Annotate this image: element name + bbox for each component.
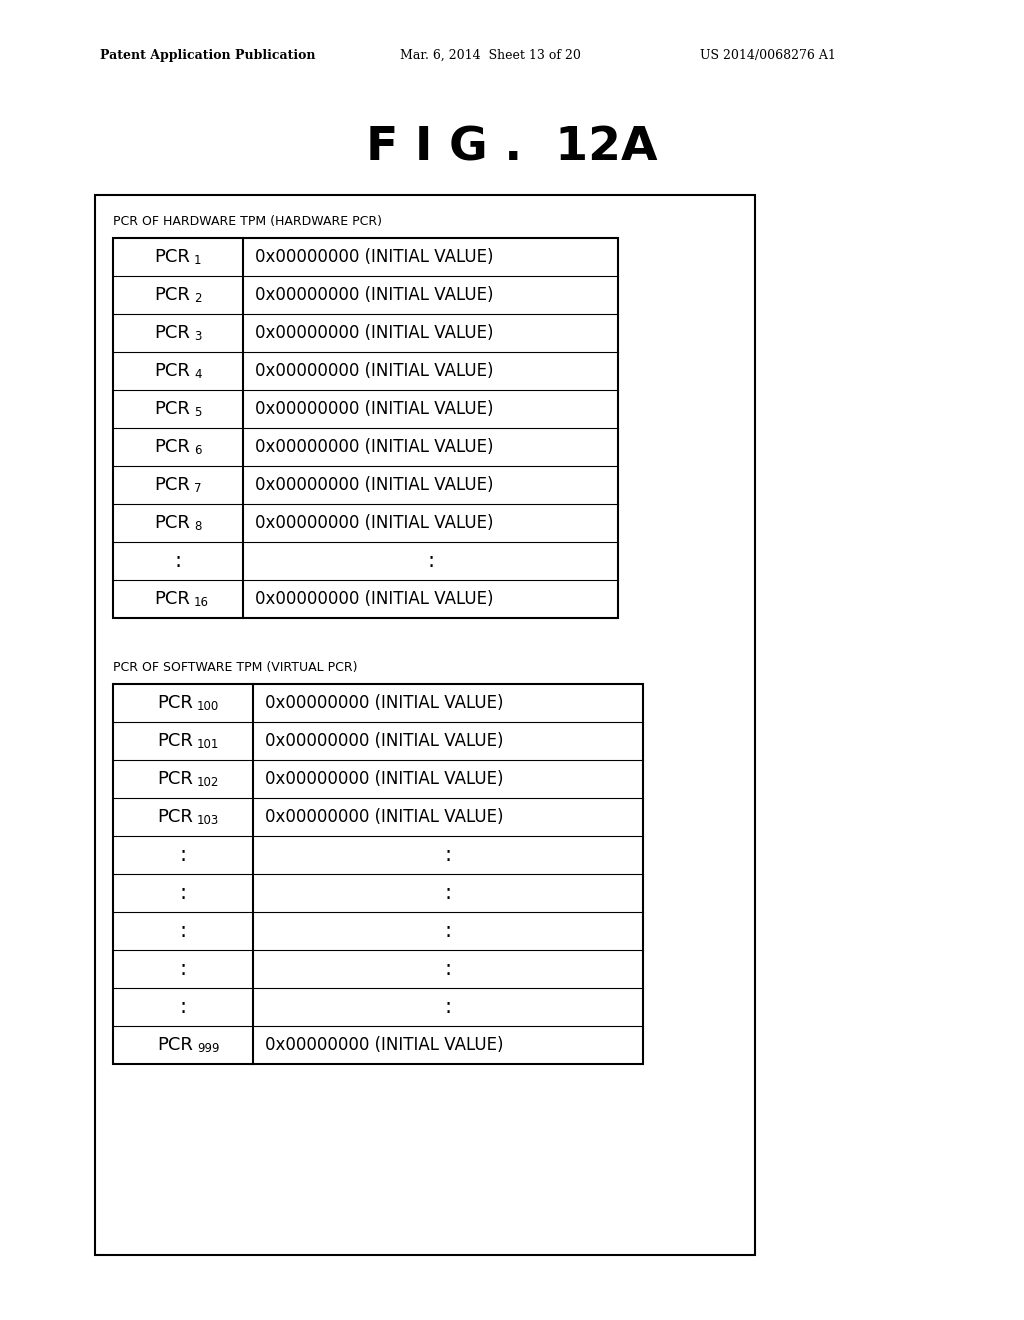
Text: PCR: PCR	[157, 808, 193, 826]
Text: 0x00000000 (INITIAL VALUE): 0x00000000 (INITIAL VALUE)	[265, 770, 504, 788]
Text: PCR: PCR	[157, 694, 193, 711]
Text: :: :	[179, 883, 186, 903]
Text: 999: 999	[197, 1043, 219, 1056]
Text: :: :	[427, 550, 434, 572]
Text: 0x00000000 (INITIAL VALUE): 0x00000000 (INITIAL VALUE)	[255, 362, 494, 380]
Text: 8: 8	[194, 520, 202, 533]
Text: 16: 16	[194, 597, 209, 610]
Text: :: :	[179, 845, 186, 865]
Bar	[113, 684, 643, 1064]
Text: PCR: PCR	[154, 323, 189, 342]
Text: 0x00000000 (INITIAL VALUE): 0x00000000 (INITIAL VALUE)	[255, 477, 494, 494]
Text: :: :	[179, 921, 186, 941]
Text: 3: 3	[194, 330, 202, 343]
Text: US 2014/0068276 A1: US 2014/0068276 A1	[700, 49, 836, 62]
Text: PCR OF HARDWARE TPM (HARDWARE PCR): PCR OF HARDWARE TPM (HARDWARE PCR)	[113, 215, 382, 228]
Bar	[113, 238, 618, 618]
Text: 2: 2	[194, 293, 202, 305]
Text: 0x00000000 (INITIAL VALUE): 0x00000000 (INITIAL VALUE)	[255, 400, 494, 418]
Text: 0x00000000 (INITIAL VALUE): 0x00000000 (INITIAL VALUE)	[255, 286, 494, 304]
Text: PCR: PCR	[154, 362, 189, 380]
Text: :: :	[174, 550, 181, 572]
Text: 101: 101	[197, 738, 219, 751]
Text: 0x00000000 (INITIAL VALUE): 0x00000000 (INITIAL VALUE)	[255, 438, 494, 455]
Bar	[95, 195, 755, 1255]
Text: 0x00000000 (INITIAL VALUE): 0x00000000 (INITIAL VALUE)	[255, 513, 494, 532]
Text: PCR OF SOFTWARE TPM (VIRTUAL PCR): PCR OF SOFTWARE TPM (VIRTUAL PCR)	[113, 661, 357, 675]
Text: 5: 5	[194, 407, 202, 420]
Text: Patent Application Publication: Patent Application Publication	[100, 49, 315, 62]
Text: PCR: PCR	[154, 438, 189, 455]
Text: 0x00000000 (INITIAL VALUE): 0x00000000 (INITIAL VALUE)	[265, 1036, 504, 1053]
Text: :: :	[179, 997, 186, 1016]
Text: PCR: PCR	[154, 400, 189, 418]
Text: PCR: PCR	[157, 770, 193, 788]
Text: 6: 6	[194, 445, 202, 458]
Text: 7: 7	[194, 483, 202, 495]
Text: Mar. 6, 2014  Sheet 13 of 20: Mar. 6, 2014 Sheet 13 of 20	[400, 49, 581, 62]
Text: :: :	[444, 997, 452, 1016]
Text: 1: 1	[194, 255, 202, 268]
Text: 0x00000000 (INITIAL VALUE): 0x00000000 (INITIAL VALUE)	[255, 323, 494, 342]
Text: 103: 103	[197, 814, 219, 828]
Text: 100: 100	[197, 701, 219, 714]
Text: 4: 4	[194, 368, 202, 381]
Text: PCR: PCR	[154, 590, 189, 609]
Text: 0x00000000 (INITIAL VALUE): 0x00000000 (INITIAL VALUE)	[255, 590, 494, 609]
Text: :: :	[444, 883, 452, 903]
Text: 0x00000000 (INITIAL VALUE): 0x00000000 (INITIAL VALUE)	[265, 694, 504, 711]
Text: PCR: PCR	[154, 248, 189, 267]
Text: PCR: PCR	[154, 513, 189, 532]
Text: :: :	[444, 960, 452, 979]
Text: :: :	[444, 845, 452, 865]
Text: 0x00000000 (INITIAL VALUE): 0x00000000 (INITIAL VALUE)	[255, 248, 494, 267]
Text: PCR: PCR	[157, 733, 193, 750]
Text: PCR: PCR	[154, 286, 189, 304]
Text: F I G .  12A: F I G . 12A	[367, 125, 657, 170]
Text: 102: 102	[197, 776, 219, 789]
Text: :: :	[179, 960, 186, 979]
Text: PCR: PCR	[154, 477, 189, 494]
Text: PCR: PCR	[157, 1036, 193, 1053]
Text: :: :	[444, 921, 452, 941]
Text: 0x00000000 (INITIAL VALUE): 0x00000000 (INITIAL VALUE)	[265, 808, 504, 826]
Text: 0x00000000 (INITIAL VALUE): 0x00000000 (INITIAL VALUE)	[265, 733, 504, 750]
